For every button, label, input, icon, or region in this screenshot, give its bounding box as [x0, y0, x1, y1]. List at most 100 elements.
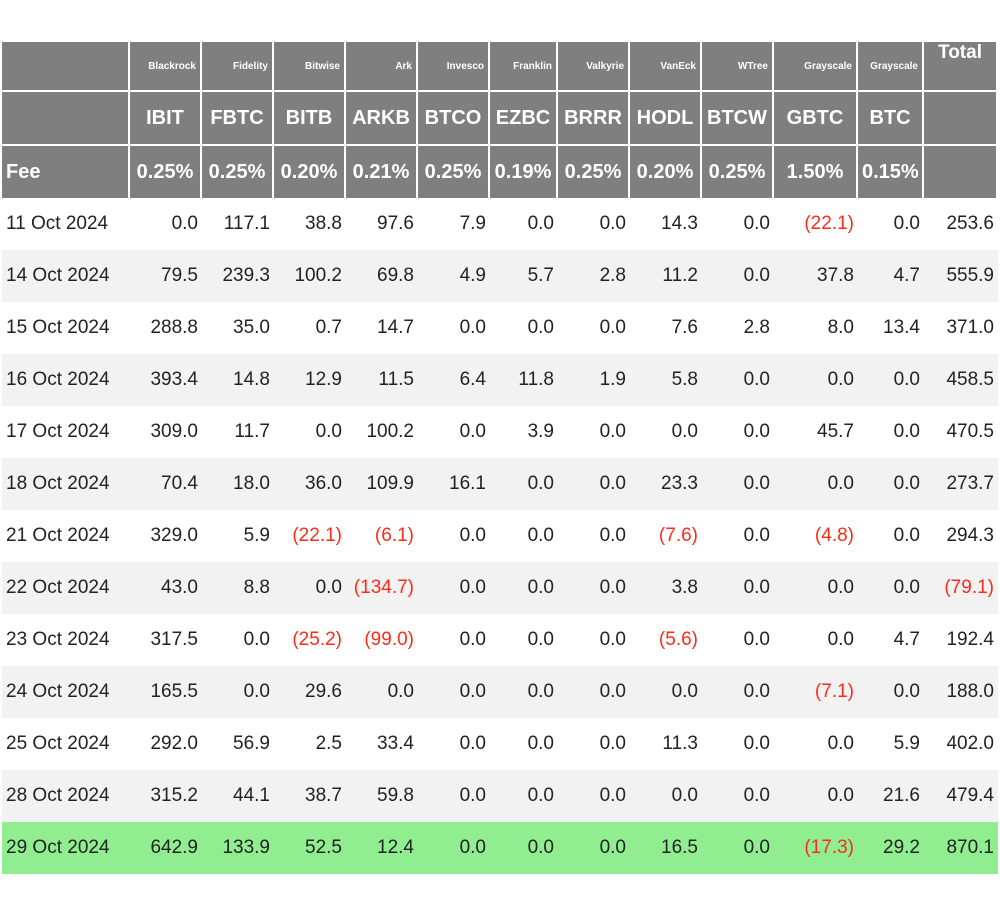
- flow-cell: 0.0: [558, 770, 630, 822]
- fee-total-cell: [924, 144, 998, 198]
- flow-cell: 0.0: [527, 213, 554, 234]
- flow-cell: 0.0: [202, 666, 274, 718]
- flow-cell: 0.0: [459, 421, 486, 442]
- ticker-header-row: IBIT FBTC BITB ARKB BTCO EZBC BRRR HODL BTCW GBTC…: [2, 90, 998, 144]
- flow-cell: (6.1): [374, 525, 414, 546]
- ticker-header: BTCW: [702, 90, 774, 144]
- flow-cell: 165.5: [130, 666, 202, 718]
- fee-label: Fee: [2, 144, 130, 198]
- flow-cell: 0.0: [558, 458, 630, 510]
- flow-cell: 317.5: [150, 629, 198, 650]
- flow-cell: 8.0: [827, 317, 854, 338]
- flow-cell: (7.1): [774, 666, 858, 718]
- flow-cell: 13.4: [883, 317, 920, 338]
- etf-flows-table: Blackrock Fidelity Bitwise Ark Invesco Frankl…: [2, 42, 998, 874]
- flow-cell: 0.0: [893, 421, 920, 442]
- total-cell: 458.5: [924, 354, 998, 406]
- flow-cell: 33.4: [377, 733, 414, 754]
- flow-cell: 11.2: [630, 250, 702, 302]
- flow-cell: 7.9: [459, 213, 486, 234]
- flow-cell: 18.0: [202, 458, 274, 510]
- flow-cell: (22.1): [292, 525, 342, 546]
- table-row: 14 Oct 2024 79.5 239.3 100.2 69.8 4.9 5.7 2.8 11…: [2, 250, 998, 302]
- flow-cell: 0.0: [743, 733, 770, 754]
- flow-cell: 35.0: [233, 317, 270, 338]
- issuer-header: Grayscale: [858, 42, 924, 90]
- issuer-header: Ark: [346, 42, 418, 90]
- flow-cell: 329.0: [150, 525, 198, 546]
- date-cell: 21 Oct 2024: [6, 525, 110, 546]
- flow-cell: 642.9: [130, 822, 202, 874]
- flow-cell: 0.0: [858, 666, 924, 718]
- table-row: 16 Oct 2024 393.4 14.8 12.9 11.5 6.4 11.8 1.9 5.…: [2, 354, 998, 406]
- flow-cell: 239.3: [202, 250, 274, 302]
- table-row: 11 Oct 2024 0.0 117.1 38.8 97.6 7.9 0.0 0.0 14.3…: [2, 198, 998, 250]
- flow-cell: 0.0: [171, 213, 198, 234]
- flow-cell: 0.0: [490, 562, 558, 614]
- fee-value: 0.25%: [418, 144, 490, 198]
- flow-cell: 29.6: [274, 666, 346, 718]
- date-cell: 14 Oct 2024: [2, 250, 130, 302]
- flow-cell: 0.0: [599, 629, 626, 650]
- flow-cell: 0.0: [558, 562, 630, 614]
- issuer-header: WTree: [702, 42, 774, 90]
- issuer-header: VanEck: [630, 42, 702, 90]
- flow-cell: 0.0: [702, 562, 774, 614]
- flow-cell: 0.0: [459, 525, 486, 546]
- table-row: 17 Oct 2024 309.0 11.7 0.0 100.2 0.0 3.9 0.0 0.0…: [2, 406, 998, 458]
- flow-cell: 0.0: [671, 421, 698, 442]
- date-cell: 17 Oct 2024: [6, 421, 110, 442]
- flow-cell: 133.9: [202, 822, 274, 874]
- date-cell: 11 Oct 2024: [6, 213, 109, 234]
- flow-cell: 0.0: [527, 629, 554, 650]
- flow-cell: 0.0: [274, 562, 346, 614]
- fee-value: 0.15%: [858, 144, 924, 198]
- flow-cell: 393.4: [130, 354, 202, 406]
- flow-cell: 5.9: [243, 525, 270, 546]
- flow-cell: 14.7: [377, 317, 414, 338]
- fee-value: 0.20%: [274, 144, 346, 198]
- total-cell: 192.4: [946, 629, 994, 650]
- total-cell: 273.7: [924, 458, 998, 510]
- table-row: 22 Oct 2024 43.0 8.8 0.0 (134.7) 0.0 0.0 0.0 3.8…: [2, 562, 998, 614]
- issuer-header-row: Blackrock Fidelity Bitwise Ark Invesco Frankl…: [2, 42, 998, 90]
- flow-cell: 37.8: [774, 250, 858, 302]
- ticker-header: GBTC: [774, 90, 858, 144]
- flow-cell: 11.5: [346, 354, 418, 406]
- flow-cell: 292.0: [150, 733, 198, 754]
- flow-cell: 0.0: [490, 458, 558, 510]
- flow-cell: 11.8: [490, 354, 558, 406]
- ticker-header: HODL: [630, 90, 702, 144]
- flow-cell: 0.7: [315, 317, 342, 338]
- flow-cell: 0.0: [827, 629, 854, 650]
- flow-cell: 0.0: [858, 458, 924, 510]
- table-row: 29 Oct 2024 642.9 133.9 52.5 12.4 0.0 0.0 0.0 16…: [2, 822, 998, 874]
- issuer-header: Bitwise: [274, 42, 346, 90]
- flow-cell: 97.6: [377, 213, 414, 234]
- flow-cell: 79.5: [130, 250, 202, 302]
- issuer-header: Valkyrie: [558, 42, 630, 90]
- flow-cell: 0.0: [558, 666, 630, 718]
- flow-cell: (7.6): [658, 525, 698, 546]
- flow-cell: 0.0: [418, 822, 490, 874]
- flow-cell: (5.6): [658, 629, 698, 650]
- flow-cell: 45.7: [817, 421, 854, 442]
- date-cell: 29 Oct 2024: [2, 822, 130, 874]
- flow-cell: 56.9: [233, 733, 270, 754]
- flow-cell: 0.0: [743, 213, 770, 234]
- flow-cell: 6.4: [418, 354, 490, 406]
- total-cell: (79.1): [924, 562, 998, 614]
- table-body: Blackrock Fidelity Bitwise Ark Invesco Frankl…: [2, 42, 998, 874]
- issuer-header: Grayscale: [774, 42, 858, 90]
- issuer-header: Fidelity: [202, 42, 274, 90]
- date-cell: 18 Oct 2024: [2, 458, 130, 510]
- ticker-header: ARKB: [346, 90, 418, 144]
- total-cell: 870.1: [924, 822, 998, 874]
- flow-cell: 7.6: [671, 317, 698, 338]
- flow-cell: 14.3: [661, 213, 698, 234]
- flow-cell: 100.2: [366, 421, 414, 442]
- ticker-header: BTCO: [418, 90, 490, 144]
- ticker-corner-cell: [2, 90, 130, 144]
- total-header: Total: [924, 42, 998, 90]
- flow-cell: 0.0: [702, 770, 774, 822]
